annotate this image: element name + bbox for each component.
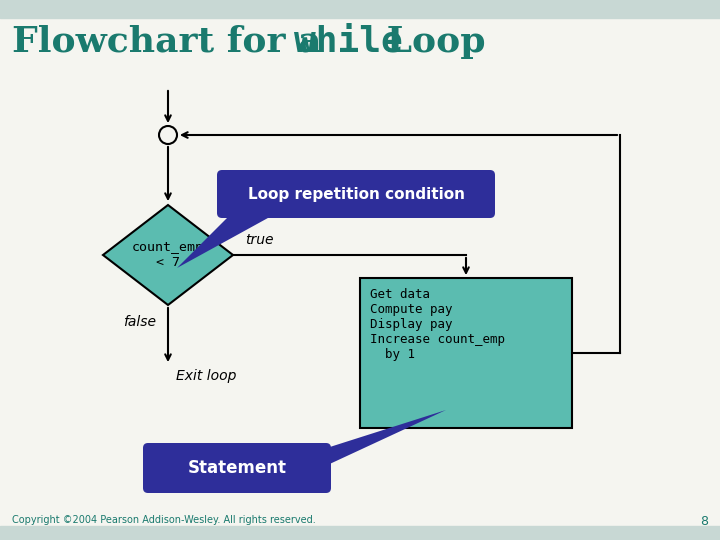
Text: Statement: Statement [187, 459, 287, 477]
Text: Loop repetition condition: Loop repetition condition [248, 186, 464, 201]
Bar [360, 278, 572, 428]
Bar [0, 0, 720, 18]
Text: Copyright ©2004 Pearson Addison-Wesley. All rights reserved.: Copyright ©2004 Pearson Addison-Wesley. … [12, 515, 316, 525]
Text: false: false [123, 315, 156, 329]
FancyBboxPatch shape [217, 170, 495, 218]
Polygon shape [177, 213, 277, 268]
Text: Flowchart for a: Flowchart for a [12, 25, 334, 59]
Bar [0, 526, 720, 540]
Text: Loop: Loop [374, 25, 485, 59]
Text: count_emp
< 7: count_emp < 7 [132, 241, 204, 269]
FancyBboxPatch shape [143, 443, 331, 493]
Text: true: true [245, 233, 274, 247]
Text: 8: 8 [700, 515, 708, 528]
Polygon shape [103, 205, 233, 305]
Text: Exit loop: Exit loop [176, 369, 236, 383]
Polygon shape [311, 410, 446, 468]
Text: Get data
Compute pay
Display pay
Increase count_emp
  by 1: Get data Compute pay Display pay Increas… [370, 288, 505, 361]
Text: while: while [294, 25, 402, 59]
